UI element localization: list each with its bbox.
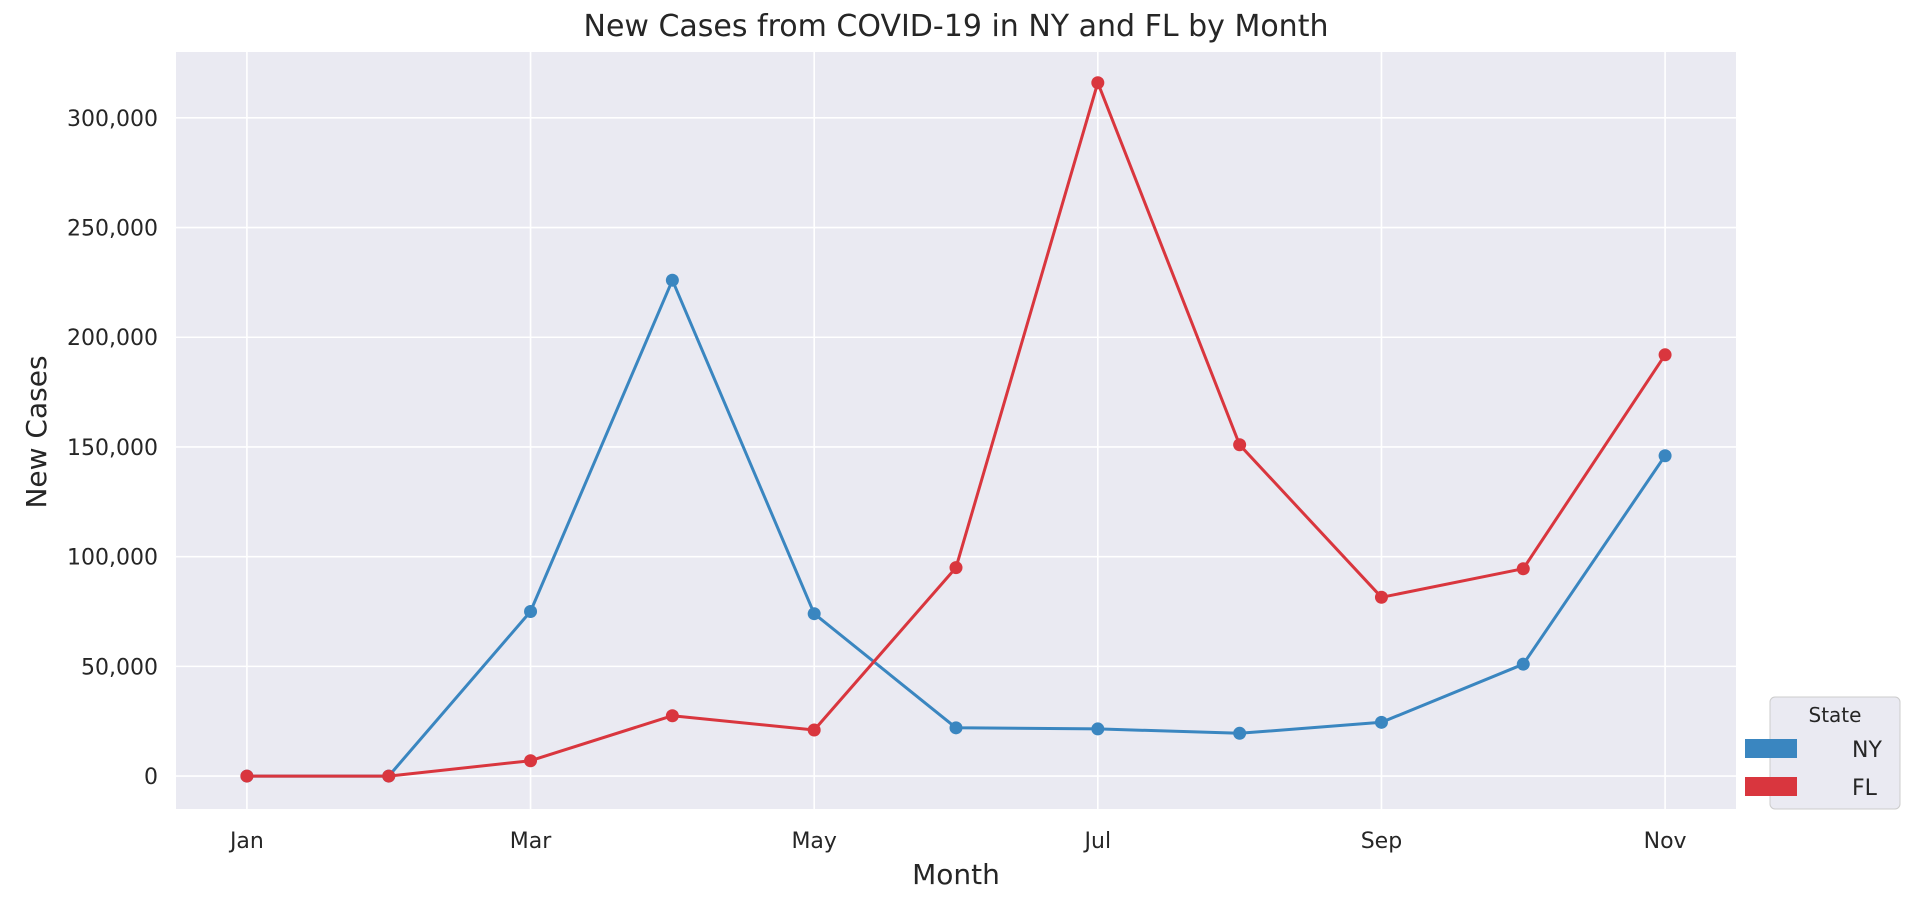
y-tick-label: 200,000 — [67, 326, 158, 351]
x-tick-label: Nov — [1644, 829, 1687, 854]
y-tick-label: 50,000 — [81, 655, 158, 680]
data-point-fl — [807, 723, 821, 737]
y-tick-label: 0 — [144, 765, 158, 790]
legend-swatch-ny — [1745, 739, 1797, 758]
x-tick-labels: Jan Mar May Jul Sep Nov — [228, 829, 1687, 854]
x-tick-label: Jul — [1083, 829, 1112, 854]
y-tick-label: 150,000 — [67, 436, 158, 461]
x-tick-label: Mar — [510, 829, 552, 854]
data-point-ny — [1091, 722, 1105, 736]
legend-title: State — [1809, 703, 1862, 727]
data-point-ny — [1516, 657, 1530, 671]
x-tick-label: Sep — [1361, 829, 1402, 854]
legend-label-fl: FL — [1852, 776, 1878, 801]
data-point-fl — [1374, 590, 1388, 604]
legend-label-ny: NY — [1852, 738, 1882, 763]
series-group — [240, 76, 1672, 783]
x-axis-label: Month — [912, 858, 1000, 891]
data-point-ny — [1658, 449, 1672, 463]
x-gridlines — [246, 52, 1666, 809]
y-axis-label: New Cases — [20, 355, 53, 508]
data-point-ny — [949, 721, 963, 735]
series-ny — [240, 273, 1672, 783]
x-tick-label: May — [791, 829, 836, 854]
legend-swatch-fl — [1745, 777, 1797, 796]
plot-area — [176, 52, 1736, 809]
y-tick-label: 300,000 — [67, 107, 158, 132]
legend: State NY FL — [1745, 696, 1901, 810]
data-point-ny — [1374, 715, 1388, 729]
data-point-ny — [524, 605, 538, 619]
series-fl — [240, 76, 1672, 783]
data-point-ny — [807, 607, 821, 621]
data-point-fl — [524, 754, 538, 768]
y-tick-labels: 0 50,000 100,000 150,000 200,000 250,000 300,0… — [67, 107, 158, 790]
data-point-fl — [240, 769, 254, 783]
data-point-ny — [1233, 726, 1247, 740]
data-point-fl — [382, 769, 396, 783]
data-point-ny — [665, 273, 679, 287]
data-point-fl — [1091, 76, 1105, 90]
y-tick-label: 100,000 — [67, 546, 158, 571]
data-point-fl — [1516, 562, 1530, 576]
data-point-fl — [1233, 438, 1247, 452]
y-tick-label: 250,000 — [67, 217, 158, 242]
data-point-fl — [665, 709, 679, 723]
x-tick-label: Jan — [228, 829, 264, 854]
data-point-fl — [949, 561, 963, 575]
data-point-fl — [1658, 348, 1672, 362]
y-gridlines — [176, 117, 1736, 777]
chart-title: New Cases from COVID-19 in NY and FL by … — [584, 9, 1329, 44]
